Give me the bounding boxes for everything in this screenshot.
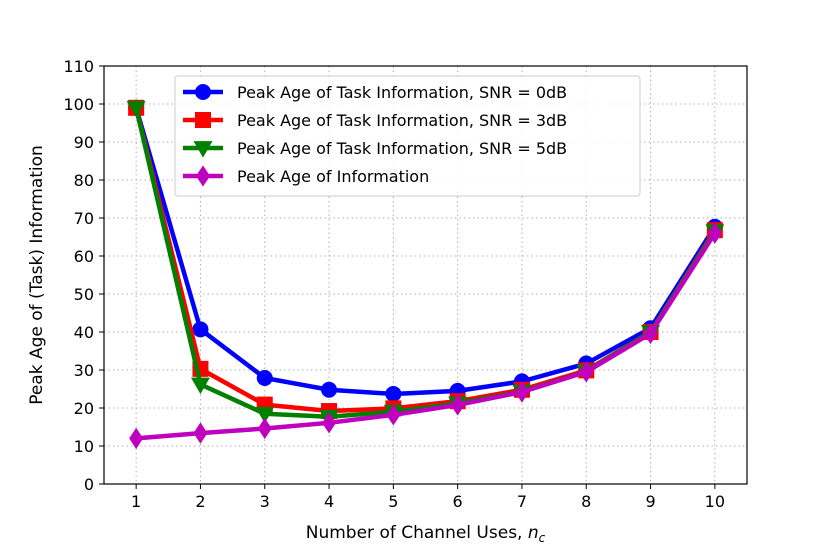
legend-marker [196, 165, 210, 187]
x-tick-label: 7 [517, 492, 527, 511]
y-tick-label: 0 [84, 475, 94, 494]
x-tick-label: 5 [388, 492, 398, 511]
data-point [514, 381, 529, 403]
x-tick-label: 4 [324, 492, 334, 511]
legend-entry: Peak Age of Task Information, SNR = 3dB [183, 111, 567, 130]
data-point [707, 222, 722, 244]
y-tick-label: 110 [63, 57, 94, 76]
data-point [193, 422, 208, 444]
x-tick-label: 6 [453, 492, 463, 511]
legend-entry: Peak Age of Task Information, SNR = 0dB [183, 83, 567, 102]
legend-marker [195, 112, 211, 128]
data-point [450, 394, 465, 416]
x-tick-label: 10 [705, 492, 725, 511]
y-tick-label: 40 [74, 323, 94, 342]
data-point [322, 412, 337, 434]
legend-label: Peak Age of Information [237, 167, 429, 186]
y-tick-label: 80 [74, 171, 94, 190]
legend-entry: Peak Age of Task Information, SNR = 5dB [183, 139, 567, 158]
y-tick-label: 20 [74, 399, 94, 418]
y-tick-label: 70 [74, 209, 94, 228]
y-axis-label: Peak Age of (Task) Information [27, 145, 47, 405]
legend: Peak Age of Task Information, SNR = 0dB P… [174, 75, 641, 197]
data-point [255, 406, 275, 424]
data-point [386, 404, 401, 426]
data-point [257, 417, 272, 440]
data-point [643, 322, 658, 345]
data-point [190, 377, 210, 395]
legend-entry: Peak Age of Information [183, 165, 429, 187]
data-point [321, 381, 338, 398]
data-point [129, 427, 144, 450]
y-tick-label: 50 [74, 285, 94, 304]
y-tick-label: 60 [74, 247, 94, 266]
x-axis-label: Number of Channel Uses, nc [306, 523, 546, 545]
legend-marker [193, 141, 213, 158]
series-line [135, 231, 717, 441]
legend-label: Peak Age of Task Information, SNR = 0dB [237, 83, 567, 102]
plot-frame [103, 65, 748, 485]
series-layer [126, 99, 725, 450]
data-point [579, 361, 594, 383]
legend-marker [195, 84, 211, 100]
series-4 [129, 222, 722, 450]
data-point [192, 321, 209, 338]
series-line [133, 107, 717, 397]
y-tick-label: 100 [63, 95, 94, 114]
data-point [126, 100, 146, 118]
data-point [256, 369, 273, 386]
legend-label: Peak Age of Task Information, SNR = 5dB [237, 139, 567, 158]
x-tick-label: 3 [260, 492, 270, 511]
y-tick-label: 30 [74, 361, 94, 380]
legend-label: Peak Age of Task Information, SNR = 3dB [237, 111, 567, 130]
y-tick-label: 10 [74, 437, 94, 456]
y-tick-label: 90 [74, 133, 94, 152]
data-point [385, 385, 402, 402]
x-tick-label: 8 [581, 492, 591, 511]
legend-box [174, 75, 641, 197]
x-tick-label: 9 [645, 492, 655, 511]
x-tick-label: 2 [195, 492, 205, 511]
x-tick-label: 1 [131, 492, 141, 511]
